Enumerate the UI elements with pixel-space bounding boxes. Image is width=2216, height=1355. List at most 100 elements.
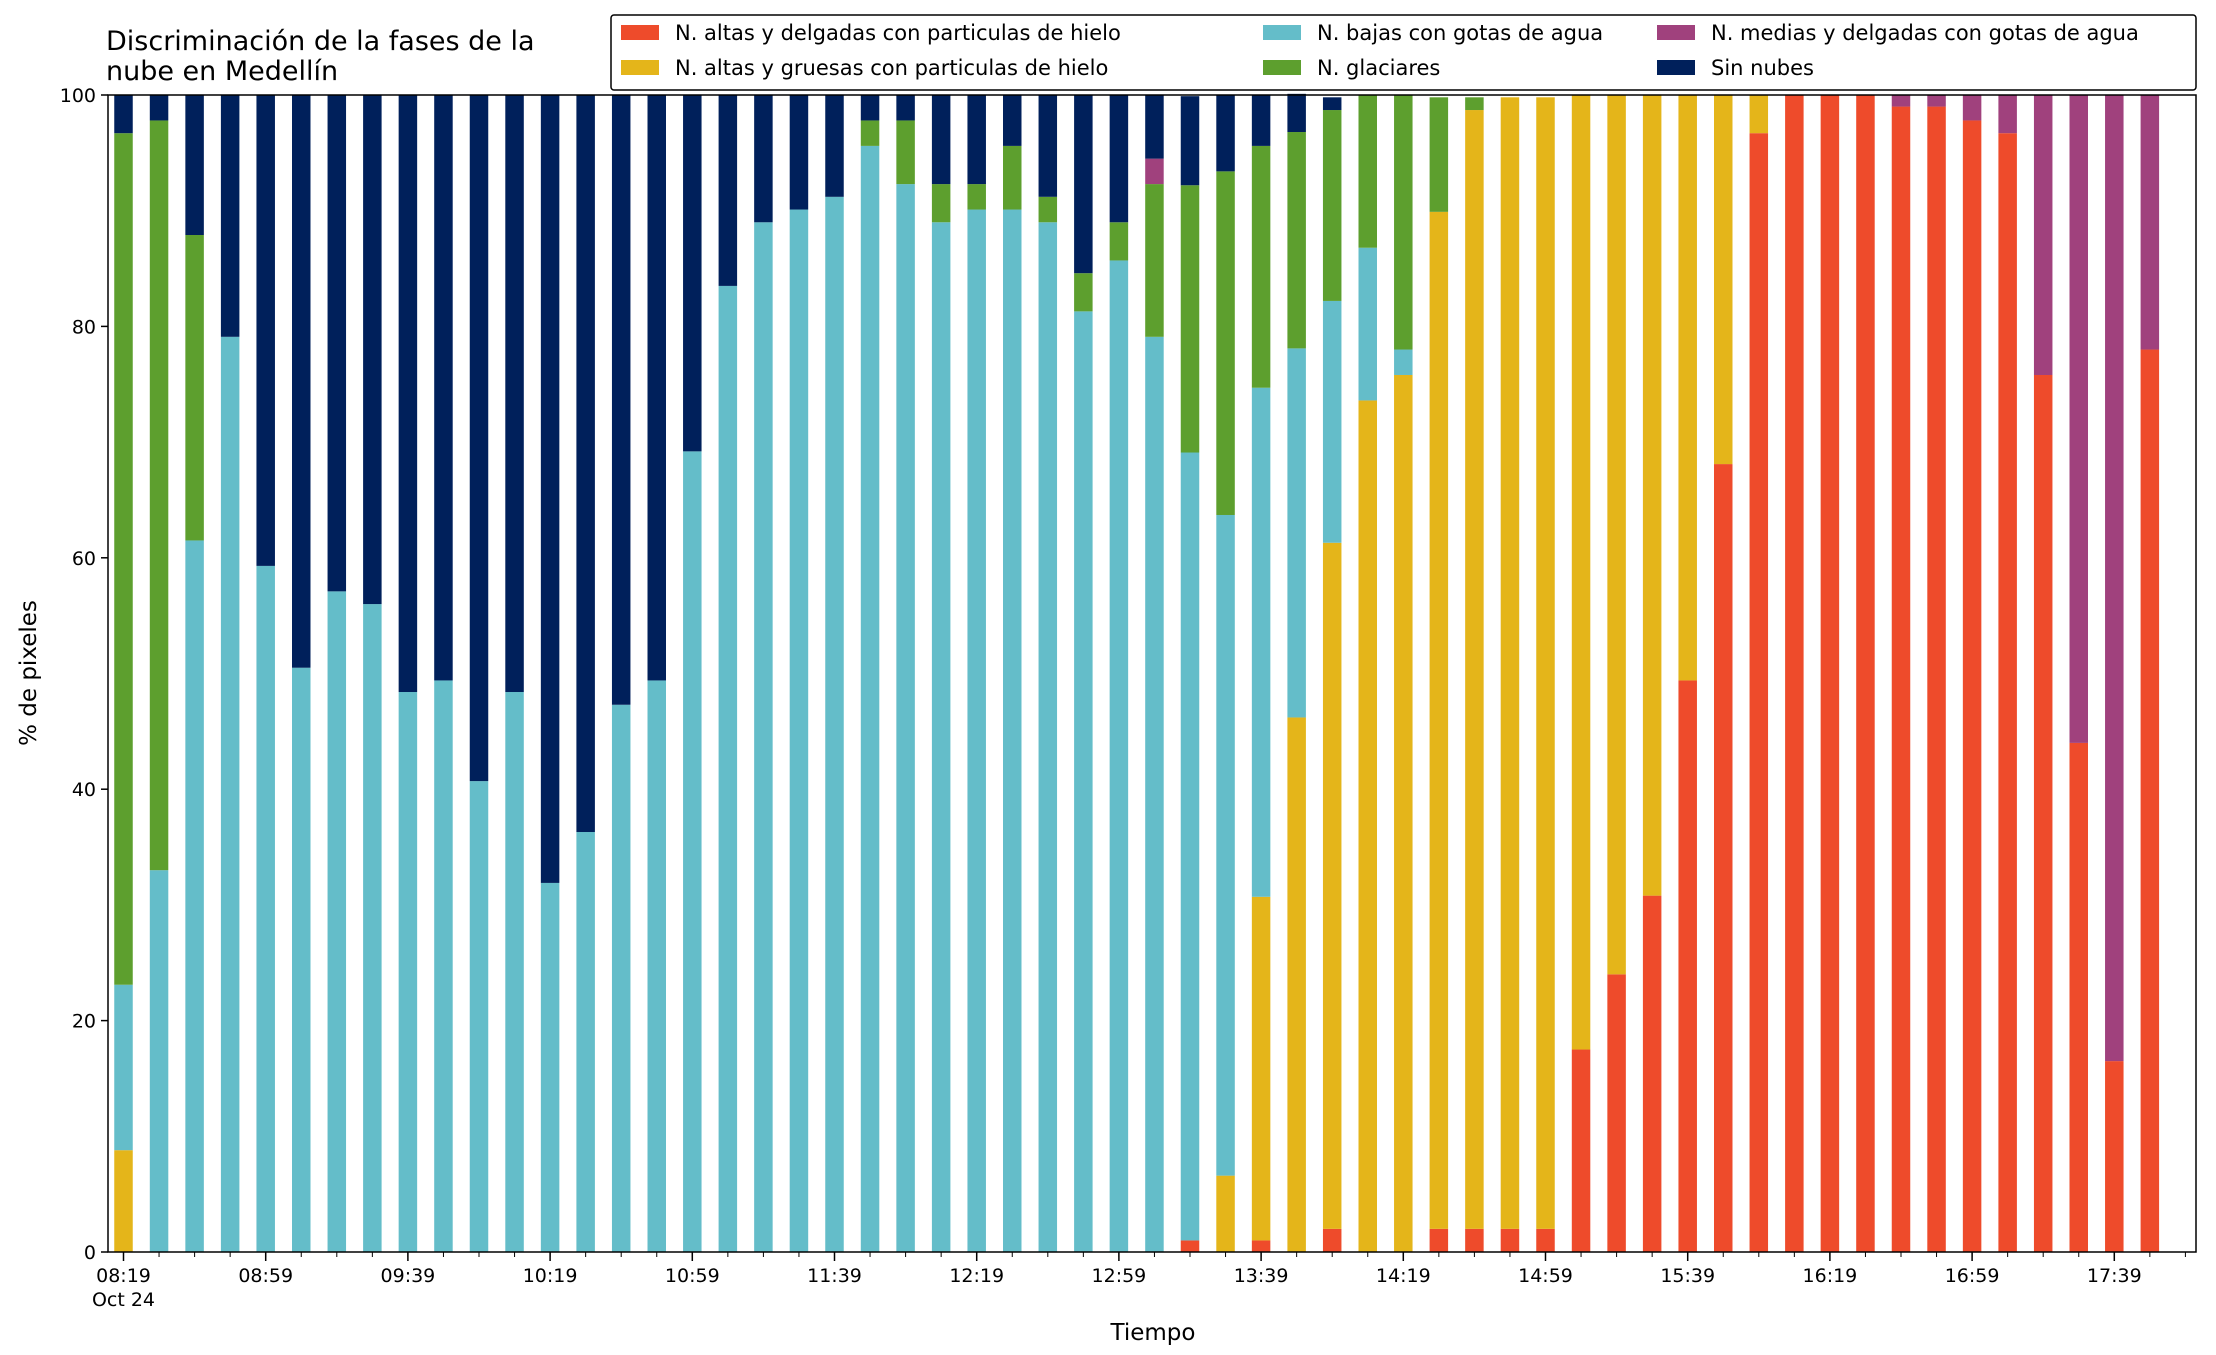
bar-segment-6 [363,95,382,605]
bar-segment-6 [1109,95,1129,223]
bar-segment-3 [1074,311,1093,1252]
bar-segment-4 [1251,145,1271,388]
bar-segment-4 [1038,196,1058,223]
bar-segment-6 [896,95,915,121]
bars-layer [114,93,2160,1253]
legend-box [610,14,2197,91]
bar-segment-6 [149,95,169,121]
bar-segment-4 [1465,97,1484,111]
bar-segment-3 [1003,209,1022,1252]
bar-segment-4 [1429,97,1449,212]
bar-segment-6 [540,95,560,883]
bar-segment-2 [1251,896,1271,1241]
bar-segment-3 [256,565,275,1252]
legend-swatch [1263,25,1301,40]
bar-segment-3 [363,604,382,1252]
x-tick-label: 08:59 [238,1265,293,1287]
legend: N. altas y delgadas con particulas de hi… [610,14,2197,91]
y-tick-label: 80 [72,316,96,338]
legend-swatch [1657,60,1695,75]
legend-label: Sin nubes [1711,56,1814,80]
x-tick-label: 14:19 [1376,1265,1431,1287]
bar-segment-6 [967,95,986,185]
bar-segment-6 [1003,95,1022,146]
bar-segment-2 [1322,542,1342,1229]
bar-segment-3 [611,704,631,1252]
bar-segment-3 [1109,260,1129,1252]
legend-swatch [621,25,659,40]
legend-label: N. bajas con gotas de agua [1317,21,1603,45]
legend-swatch [1263,60,1301,75]
bar-segment-3 [1251,387,1271,897]
bar-segment-5 [2033,95,2053,375]
bar-segment-6 [327,95,347,592]
legend-label: N. glaciares [1317,56,1440,80]
x-axis-label: Tiempo [1110,1320,1196,1346]
bar-segment-6 [1074,95,1093,274]
bar-segment-6 [1287,93,1306,133]
bar-segment-4 [896,120,915,185]
bar-segment-6 [1322,97,1342,111]
bar-segment-1 [1429,1228,1449,1252]
plot-frame [107,94,2197,1253]
bar-segment-3 [896,184,915,1253]
chart-title-line: Discriminación de la fases de la [106,26,535,57]
bar-segment-3 [327,591,347,1252]
bar-segment-6 [220,95,240,337]
bar-segment-4 [1358,95,1377,248]
x-tick-sublabel: Oct 24 [92,1289,155,1311]
bar-segment-3 [1180,452,1200,1241]
bar-segment-4 [185,235,204,541]
bar-segment-6 [789,95,809,210]
bar-segment-2 [1216,1175,1235,1252]
bar-segment-6 [1216,95,1235,172]
bar-segment-3 [114,984,133,1151]
y-tick-label: 0 [84,1242,96,1264]
bar-segment-3 [149,870,169,1252]
bar-segment-6 [1180,96,1200,186]
bar-segment-1 [1962,120,1982,1253]
bar-segment-3 [185,540,204,1252]
bar-segment-1 [1820,95,1840,1252]
bar-segment-4 [1074,273,1093,312]
bar-segment-1 [2105,1061,2124,1252]
bar-segment-3 [860,145,880,1252]
x-tick-label: 14:59 [1518,1265,1573,1287]
bar-segment-5 [2140,95,2160,350]
bar-segment-5 [1891,95,1911,107]
bar-segment-3 [1358,247,1377,401]
bar-segment-3 [292,667,311,1252]
bar-segment-5 [1145,158,1164,185]
x-tick-label: 13:39 [1234,1265,1289,1287]
bar-segment-2 [1358,400,1377,1252]
bar-segment-6 [505,95,524,693]
x-tick-label: 10:19 [523,1265,578,1287]
bar-segment-2 [1714,95,1733,465]
y-tick-label: 40 [72,779,96,801]
bar-segment-3 [683,451,702,1252]
bar-segment-2 [1287,717,1306,1252]
bar-segment-3 [789,209,809,1252]
y-axis: 0 20 40 60 80 100 [60,85,108,1264]
bar-segment-2 [1536,97,1555,1229]
bar-segment-3 [576,832,595,1252]
x-tick-label: 15:39 [1660,1265,1715,1287]
bar-segment-3 [469,781,489,1252]
bar-segment-3 [931,222,951,1252]
bar-segment-6 [469,95,489,782]
bar-segment-5 [1998,95,2017,134]
bar-segment-5 [1927,95,1946,107]
x-tick-label: 11:39 [807,1265,862,1287]
bar-segment-4 [1287,132,1306,349]
bar-segment-4 [967,184,986,210]
x-tick-label: 09:39 [381,1265,436,1287]
x-tick-label: 17:39 [2087,1265,2142,1287]
bar-segment-1 [1927,106,1946,1253]
bar-segment-5 [1962,95,1982,121]
bar-segment-1 [1180,1240,1200,1252]
bar-segment-2 [1429,211,1449,1229]
bar-segment-4 [1394,95,1413,350]
bar-segment-1 [1607,974,1626,1252]
bar-segment-3 [647,680,666,1252]
bar-segment-3 [967,209,986,1252]
